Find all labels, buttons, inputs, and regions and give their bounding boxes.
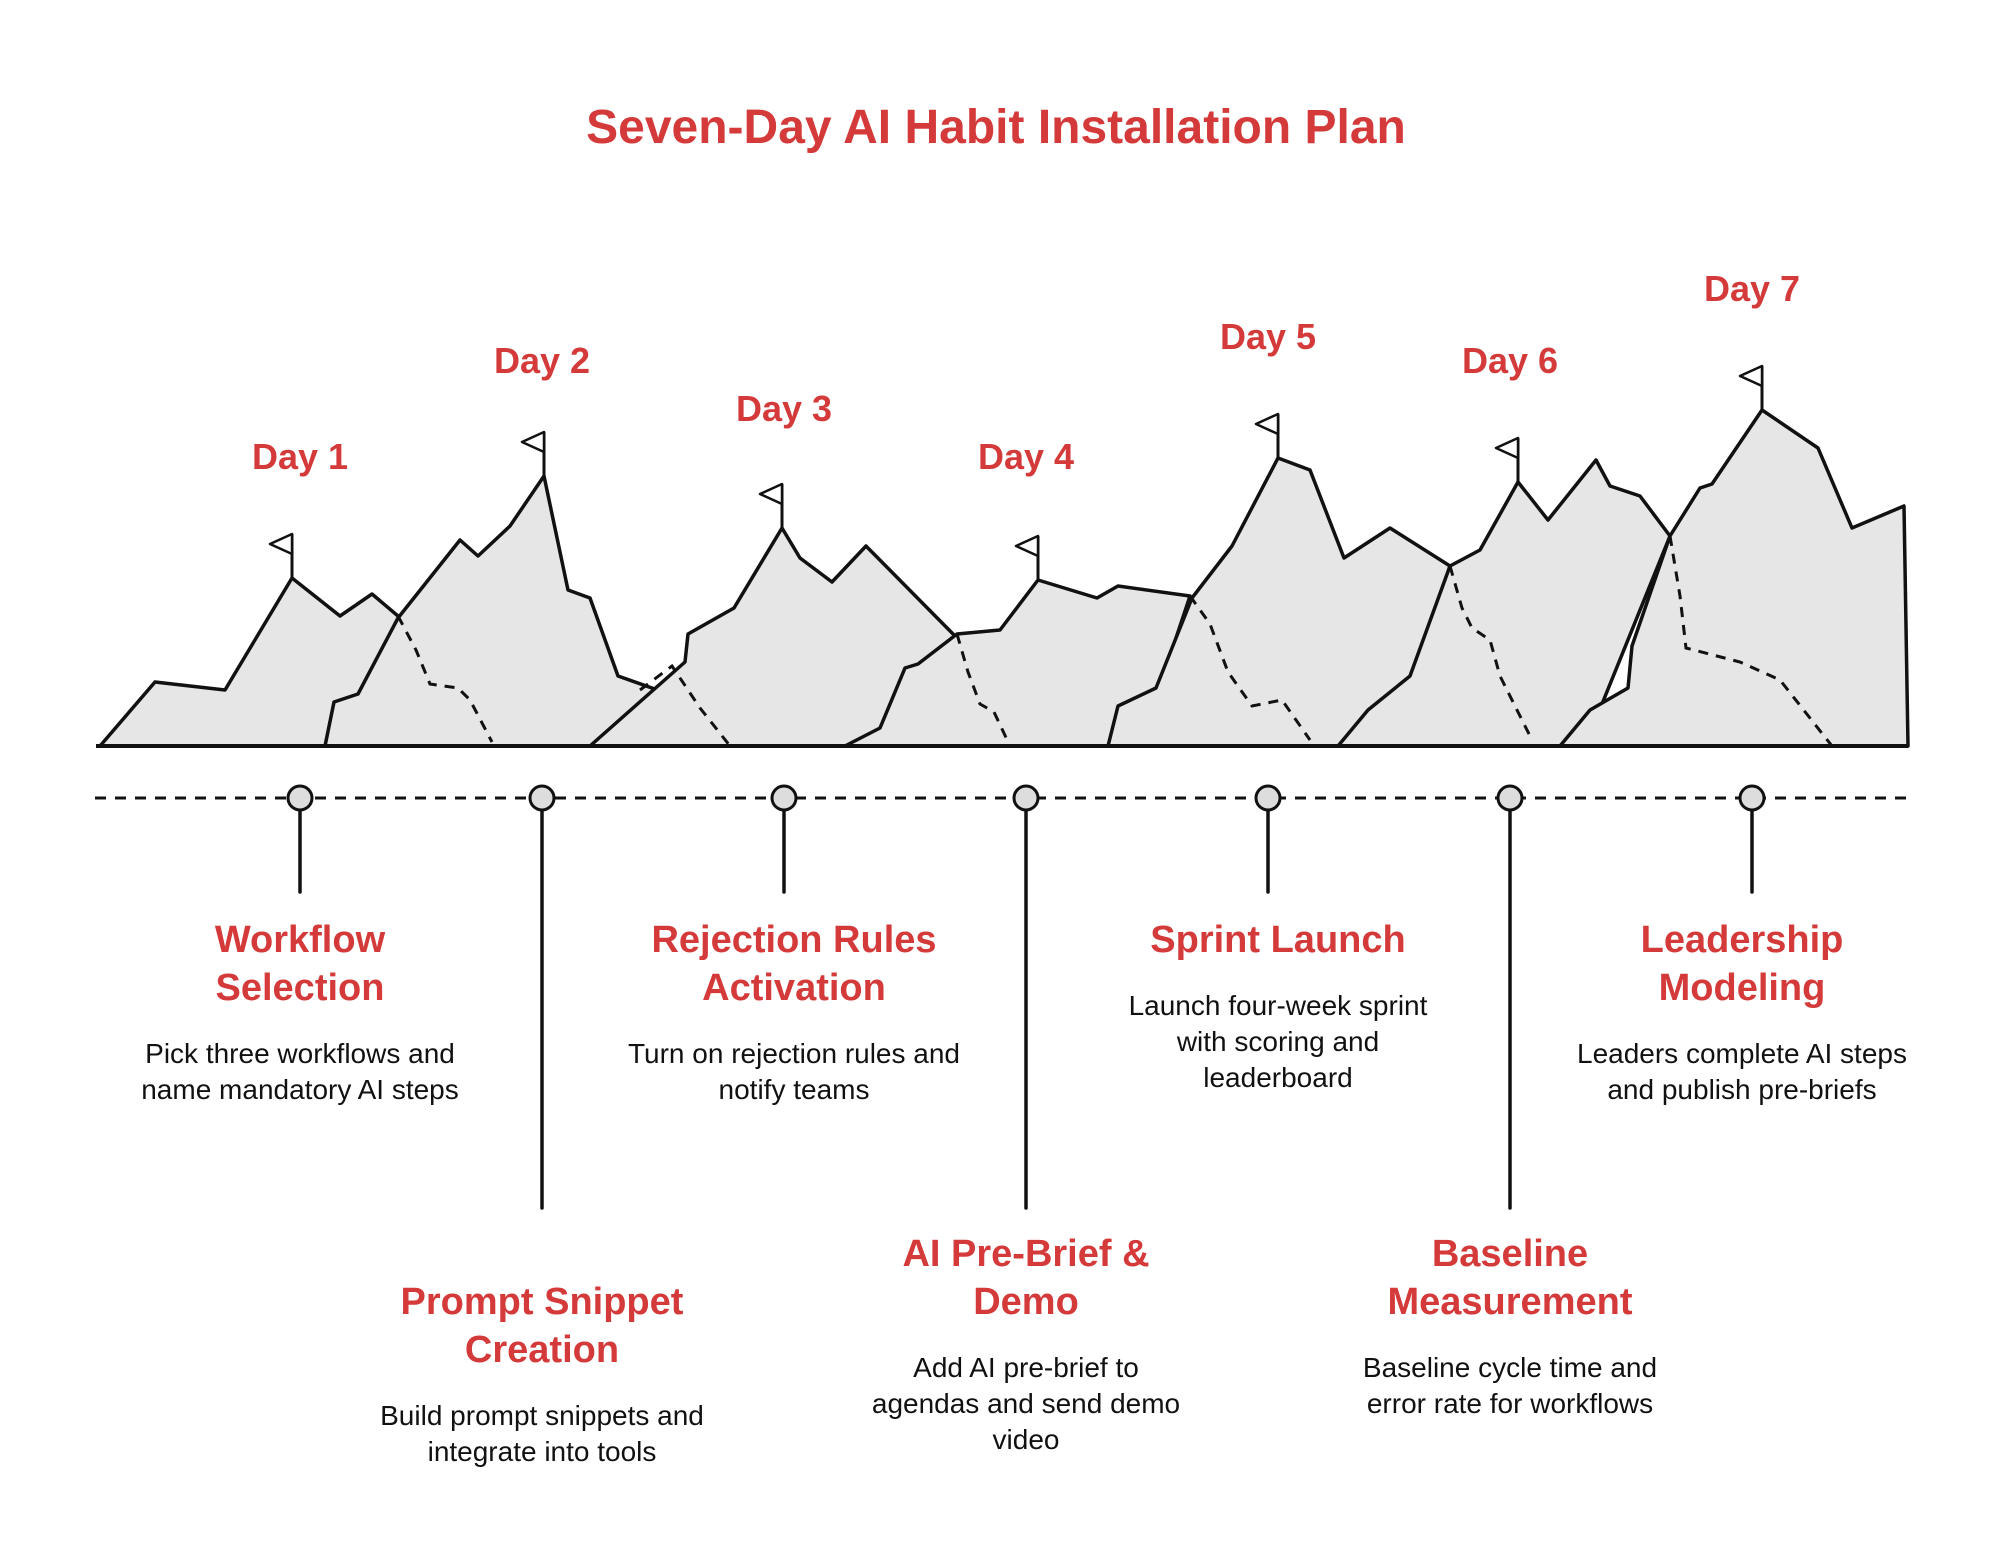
milestone-description: Baseline cycle time and error rate for w…: [1362, 1352, 1658, 1419]
trail-dash-2: [639, 663, 732, 747]
flags-group: [268, 364, 1764, 580]
day-label-2: Day 2: [493, 340, 591, 381]
milestone-description: Pick three workflows and name mandatory …: [141, 1038, 459, 1105]
milestone-node-day-2: [528, 784, 556, 812]
milestone-description: Launch four-week sprint with scoring and…: [1128, 990, 1428, 1093]
milestone-node-day-6: [1496, 784, 1524, 812]
trail-dash-4: [1188, 595, 1312, 741]
milestone-title: Prompt Snippet Creation: [400, 1281, 684, 1371]
day-label-4: Day 4: [977, 436, 1075, 477]
flag-icon-day-7: [1738, 364, 1764, 388]
trail-dash-5: [1448, 565, 1534, 741]
trail-dash-3: [955, 633, 1012, 747]
milestone-title: Sprint Launch: [1150, 919, 1406, 961]
milestone-title: Leadership Modeling: [1640, 919, 1844, 1009]
day-label-3: Day 3: [735, 388, 833, 429]
flag-icon-day-5: [1254, 412, 1280, 436]
mountain-range: [96, 408, 1910, 748]
day-label-7: Day 7: [1703, 268, 1801, 309]
flag-icon-day-2: [520, 430, 546, 454]
day-label-1: Day 1: [251, 436, 349, 477]
connector-stems: [286, 784, 1766, 1210]
milestone-node-day-5: [1254, 784, 1282, 812]
milestone-description: Build prompt snippets and integrate into…: [380, 1400, 704, 1467]
day-label-5: Day 5: [1219, 316, 1317, 357]
milestone-card-day-4: AI Pre-Brief & Demo Add AI pre-brief to …: [856, 1230, 1196, 1458]
trail-dash-1: [396, 615, 494, 743]
milestone-node-day-4: [1012, 784, 1040, 812]
milestone-node-day-1: [286, 784, 314, 812]
milestone-card-day-2: Prompt Snippet Creation Build prompt sni…: [372, 1278, 712, 1470]
milestone-node-day-7: [1738, 784, 1766, 812]
milestone-card-day-7: Leadership Modeling Leaders complete AI …: [1572, 916, 1912, 1108]
milestone-card-day-5: Sprint Launch Launch four-week sprint wi…: [1108, 916, 1448, 1096]
milestone-title: AI Pre-Brief & Demo: [902, 1233, 1150, 1323]
milestone-description: Add AI pre-brief to agendas and send dem…: [871, 1352, 1181, 1455]
flag-icon-day-4: [1014, 534, 1040, 558]
flag-icon-day-1: [268, 532, 294, 556]
milestone-node-day-3: [770, 784, 798, 812]
milestone-card-day-1: Workflow Selection Pick three workflows …: [130, 916, 470, 1108]
page-title: Seven-Day AI Habit Installation Plan: [586, 101, 1406, 154]
day-label-6: Day 6: [1461, 340, 1559, 381]
milestone-title: Workflow Selection: [214, 919, 386, 1009]
milestone-title: Rejection Rules Activation: [651, 919, 937, 1009]
milestone-card-day-3: Rejection Rules Activation Turn on rejec…: [624, 916, 964, 1108]
mountain-7: [1558, 408, 1910, 748]
flag-icon-day-3: [758, 482, 784, 506]
flag-icon-day-6: [1494, 436, 1520, 460]
milestone-title: Baseline Measurement: [1387, 1233, 1633, 1323]
milestone-description: Turn on rejection rules and notify teams: [627, 1038, 961, 1105]
milestone-description: Leaders complete AI steps and publish pr…: [1577, 1038, 1907, 1105]
milestone-card-day-6: Baseline Measurement Baseline cycle time…: [1340, 1230, 1680, 1422]
